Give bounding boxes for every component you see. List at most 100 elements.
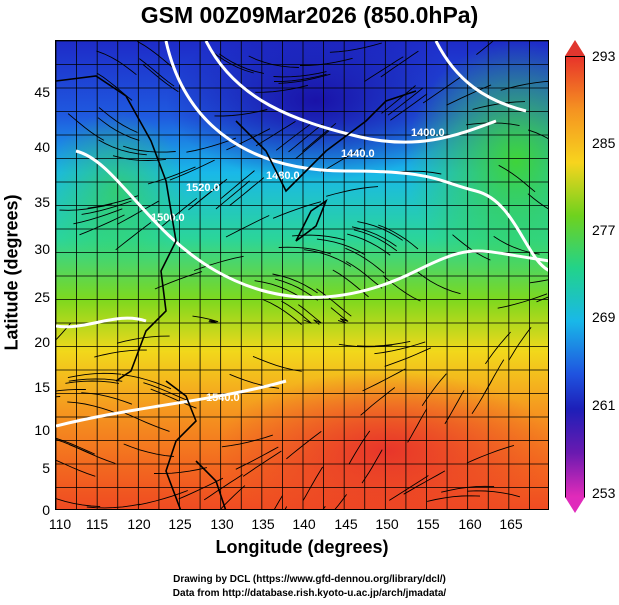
streamline [347,233,391,256]
streamline [225,215,270,238]
streamline [299,57,353,66]
streamline [162,197,198,227]
streamline [476,41,494,55]
streamline [69,444,116,464]
streamline [500,80,548,91]
streamline [278,73,331,84]
temperature-field: 1400.0 1440.0 1480.0 1520.0 1500.0 1540.… [56,41,548,509]
streamline [498,164,536,193]
streamline [115,222,152,251]
streamline [123,145,176,153]
streamline [123,443,174,457]
colorbar-tick-label: 261 [592,397,616,413]
streamline [147,166,196,185]
streamline [421,373,447,407]
streamline [56,388,86,392]
streamline [381,85,416,114]
streamline [508,327,532,361]
y-tick-label: 15 [34,379,50,395]
streamline [56,437,95,455]
streamline [67,113,105,141]
streamline [360,387,396,416]
streamline [65,380,119,384]
streamline [330,307,349,324]
x-tick-label: 140 [292,516,316,532]
streamline [255,121,296,147]
x-tick-label: 130 [210,516,234,532]
x-tick-label: 135 [251,516,275,532]
streamline [427,495,481,502]
streamline [98,107,138,133]
streamline [67,401,118,415]
y-tick-label: 5 [42,460,50,476]
streamline [254,280,302,299]
streamline [215,180,250,210]
streamline [390,93,428,121]
streamline [345,261,383,289]
contour-label: 1500.0 [151,212,185,224]
streamline [275,122,312,151]
credit-drawing: Drawing by DCL (https://www.gfd-dennou.o… [173,574,446,585]
streamline [87,195,139,209]
streamline [220,170,255,200]
streamline [221,434,273,448]
streamline [302,466,324,501]
map-plot: 1400.0 1440.0 1480.0 1520.0 1500.0 1540.… [55,40,549,510]
streamline [67,372,122,379]
map-title: GSM 00Z09Mar2026 (850.0hPa) [140,2,479,28]
streamline [169,159,215,181]
streamline [278,246,332,255]
x-tick-label: 160 [458,516,482,532]
streamline [68,378,123,382]
streamline [527,129,548,140]
streamline [81,200,132,215]
streamline [273,73,327,82]
streamline [112,155,166,161]
x-tick-label: 110 [48,516,72,532]
x-tick-label: 145 [334,516,358,532]
streamline [378,224,419,250]
streamline [536,296,548,303]
streamline [274,495,283,509]
contour-label: 1400.0 [411,127,445,139]
streamline [466,444,515,464]
streamline [320,147,362,173]
credit-data: Data from http://database.rish.kyoto-u.a… [172,588,447,599]
colorbar-tick-label: 293 [592,48,616,64]
streamline [73,208,123,225]
streamline [255,84,309,93]
colorbar-tick-label: 253 [592,485,616,501]
streamline [192,178,228,208]
streamline [441,485,495,493]
x-tick-label: 150 [375,516,399,532]
y-tick-label: 20 [34,334,50,350]
streamline [116,200,159,225]
streamline [262,299,302,325]
streamline [186,137,237,153]
streamline [452,234,491,261]
streamline [235,446,279,470]
y-tick-label: 10 [34,422,50,438]
x-tick-label: 165 [499,516,523,532]
streamline [471,380,493,414]
streamline [97,117,140,141]
streamline [326,186,379,197]
streamline [286,431,322,460]
streamline [203,474,243,501]
contour-label: 1520.0 [186,182,220,194]
colorbar-tick-label: 277 [592,222,616,238]
streamline [138,490,188,506]
y-tick-label: 45 [34,84,50,100]
streamline [56,459,96,477]
y-tick-label: 25 [34,289,50,305]
colorbar-tick-label: 285 [592,135,616,151]
streamline [242,450,282,477]
streamline [219,53,264,74]
streamline [334,494,347,509]
contour-label: 1440.0 [341,148,375,160]
streamline [338,343,393,348]
streamline [357,221,403,241]
colorbar-tick-label: 269 [592,309,616,325]
x-tick-label: 155 [416,516,440,532]
streamline [192,315,219,324]
